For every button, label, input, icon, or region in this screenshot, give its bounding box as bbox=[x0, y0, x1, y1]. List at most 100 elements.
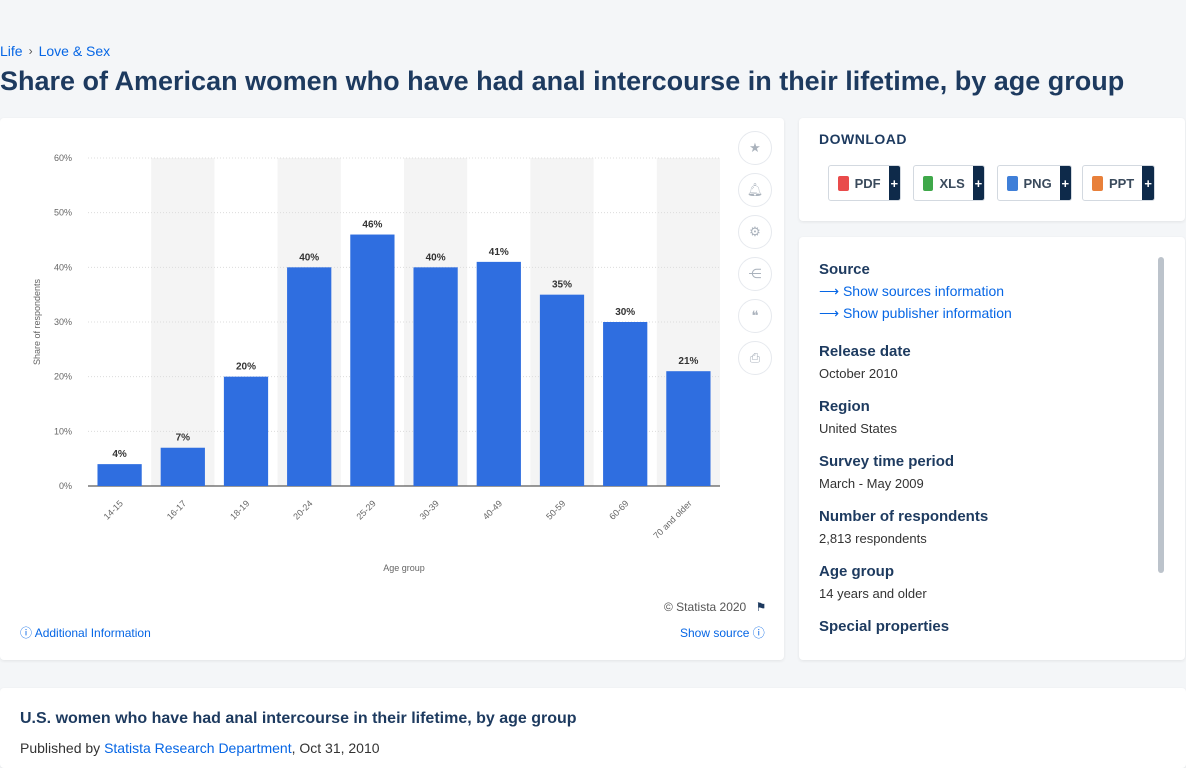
xls-icon bbox=[923, 175, 934, 191]
info-icon: ⓘ bbox=[20, 626, 33, 640]
download-ppt-label: PPT bbox=[1108, 175, 1135, 191]
pdf-plus-icon[interactable]: + bbox=[888, 166, 900, 200]
published-date: , Oct 31, 2010 bbox=[291, 740, 380, 756]
download-xls-label: XLS bbox=[939, 175, 965, 191]
x-tick-label: 20-24 bbox=[291, 498, 314, 521]
data-label: 35% bbox=[552, 280, 572, 291]
region-value: United States bbox=[819, 421, 898, 436]
flag-icon[interactable]: ⚑ bbox=[755, 600, 767, 614]
show-sources-label: Show sources information bbox=[842, 283, 1005, 299]
notification-button[interactable]: 🔔︎ bbox=[738, 173, 772, 207]
respondents-value: 2,813 respondents bbox=[819, 531, 927, 546]
chart-card: 0% 10% 20% 30% 40% 50% 60% 4% 7% 20% 40% 46% 40% 41%… bbox=[0, 118, 784, 660]
breadcrumb-separator: › bbox=[28, 44, 33, 58]
bar-14-15[interactable] bbox=[97, 464, 142, 486]
bar-20-24[interactable] bbox=[287, 267, 332, 486]
respondents-section: Number of respondents 2,813 respondents bbox=[819, 508, 988, 546]
cite-button[interactable]: ❝ bbox=[738, 299, 772, 333]
source-section: Source ⟶ Show sources information ⟶ Show… bbox=[819, 261, 1012, 322]
y-tick-label: 30% bbox=[54, 317, 72, 327]
x-tick-label: 70 and older bbox=[651, 498, 693, 540]
survey-period-label: Survey time period bbox=[819, 453, 955, 470]
published-by: Published by Statista Research Departmen… bbox=[20, 740, 380, 756]
published-by-label: Published by bbox=[20, 740, 101, 756]
release-date-value: October 2010 bbox=[819, 366, 898, 381]
arrow-right-icon: ⟶ bbox=[819, 283, 840, 299]
age-group-value: 14 years and older bbox=[819, 586, 927, 601]
info-icon: ⓘ bbox=[752, 626, 765, 640]
print-button[interactable]: ⎙ bbox=[738, 341, 772, 375]
special-properties-section: Special properties bbox=[819, 618, 949, 635]
breadcrumb-item-life[interactable]: Life bbox=[0, 43, 23, 59]
download-pdf-button[interactable]: PDF + bbox=[828, 165, 901, 201]
data-label: 40% bbox=[426, 252, 446, 263]
data-label: 41% bbox=[489, 247, 509, 258]
release-date-label: Release date bbox=[819, 343, 911, 360]
x-tick-label: 25-29 bbox=[354, 498, 377, 521]
breadcrumb-item-love-sex[interactable]: Love & Sex bbox=[38, 43, 111, 59]
x-axis-label: Age group bbox=[383, 563, 425, 573]
y-tick-label: 10% bbox=[54, 426, 72, 436]
arrow-right-icon: ⟶ bbox=[819, 305, 840, 321]
summary-title: U.S. women who have had anal intercourse… bbox=[20, 710, 577, 727]
bar-30-39[interactable] bbox=[413, 267, 458, 486]
bar-50-59[interactable] bbox=[539, 294, 585, 486]
share-icon: ⋲ bbox=[748, 266, 762, 281]
x-tick-label: 16-17 bbox=[165, 498, 188, 521]
x-tick-label: 18-19 bbox=[228, 498, 251, 521]
special-properties-label: Special properties bbox=[819, 618, 950, 635]
survey-period-section: Survey time period March - May 2009 bbox=[819, 453, 954, 491]
additional-information-link[interactable]: ⓘ Additional Information bbox=[20, 624, 151, 641]
ppt-icon bbox=[1092, 175, 1103, 191]
y-tick-label: 50% bbox=[54, 208, 72, 218]
statistic-summary-card: U.S. women who have had anal intercourse… bbox=[0, 688, 1186, 768]
release-date-section: Release date October 2010 bbox=[819, 343, 911, 381]
show-publisher-link[interactable]: ⟶ Show publisher information bbox=[819, 305, 1012, 322]
favorite-button[interactable]: ★ bbox=[738, 131, 772, 165]
copyright: © Statista 2020 ⚑ bbox=[664, 600, 766, 614]
bar-18-19[interactable] bbox=[223, 376, 269, 486]
bar-60-69[interactable] bbox=[603, 322, 648, 486]
region-section: Region United States bbox=[819, 398, 897, 436]
data-label: 4% bbox=[112, 449, 127, 460]
download-title: DOWNLOAD bbox=[819, 131, 907, 147]
download-png-label: PNG bbox=[1023, 175, 1052, 191]
source-label: Source bbox=[819, 261, 870, 278]
ppt-plus-icon[interactable]: + bbox=[1142, 166, 1154, 200]
bar-25-29[interactable] bbox=[350, 234, 395, 486]
show-sources-link[interactable]: ⟶ Show sources information bbox=[819, 283, 1012, 300]
y-axis-label: Share of respondents bbox=[32, 278, 42, 365]
scrollbar[interactable] bbox=[1158, 257, 1164, 573]
settings-button[interactable]: ⚙ bbox=[738, 215, 772, 249]
statistic-details-card: Source ⟶ Show sources information ⟶ Show… bbox=[799, 237, 1185, 660]
column-band bbox=[151, 158, 215, 486]
png-plus-icon[interactable]: + bbox=[1059, 166, 1071, 200]
data-label: 20% bbox=[236, 362, 256, 373]
star-icon: ★ bbox=[749, 140, 761, 155]
xls-plus-icon[interactable]: + bbox=[972, 166, 984, 200]
download-ppt-button[interactable]: PPT + bbox=[1082, 165, 1155, 201]
download-png-button[interactable]: PNG + bbox=[997, 165, 1072, 201]
show-publisher-label: Show publisher information bbox=[842, 305, 1012, 321]
y-tick-label: 40% bbox=[54, 262, 72, 272]
data-label: 30% bbox=[615, 307, 635, 318]
bar-40-49[interactable] bbox=[476, 261, 521, 486]
png-icon bbox=[1007, 175, 1018, 191]
publisher-link[interactable]: Statista Research Department bbox=[104, 740, 292, 756]
bar-70-and-older[interactable] bbox=[666, 371, 711, 486]
x-tick-label: 30-39 bbox=[418, 498, 441, 521]
share-button[interactable]: ⋲ bbox=[738, 257, 772, 291]
copyright-text: © Statista 2020 bbox=[664, 600, 747, 614]
breadcrumb: Life › Love & Sex bbox=[0, 43, 110, 59]
x-tick-label: 14-15 bbox=[102, 498, 125, 521]
x-tick-label: 50-59 bbox=[544, 498, 567, 521]
data-label: 46% bbox=[362, 220, 382, 231]
bar-16-17[interactable] bbox=[160, 447, 205, 486]
region-label: Region bbox=[819, 398, 870, 415]
download-card: DOWNLOAD PDF + XLS + PNG + PPT + bbox=[799, 118, 1185, 221]
show-source-link[interactable]: Show source ⓘ bbox=[680, 624, 765, 641]
y-tick-label: 20% bbox=[54, 372, 72, 382]
quote-icon: ❝ bbox=[751, 308, 759, 323]
download-xls-button[interactable]: XLS + bbox=[913, 165, 985, 201]
download-pdf-label: PDF bbox=[854, 175, 881, 191]
